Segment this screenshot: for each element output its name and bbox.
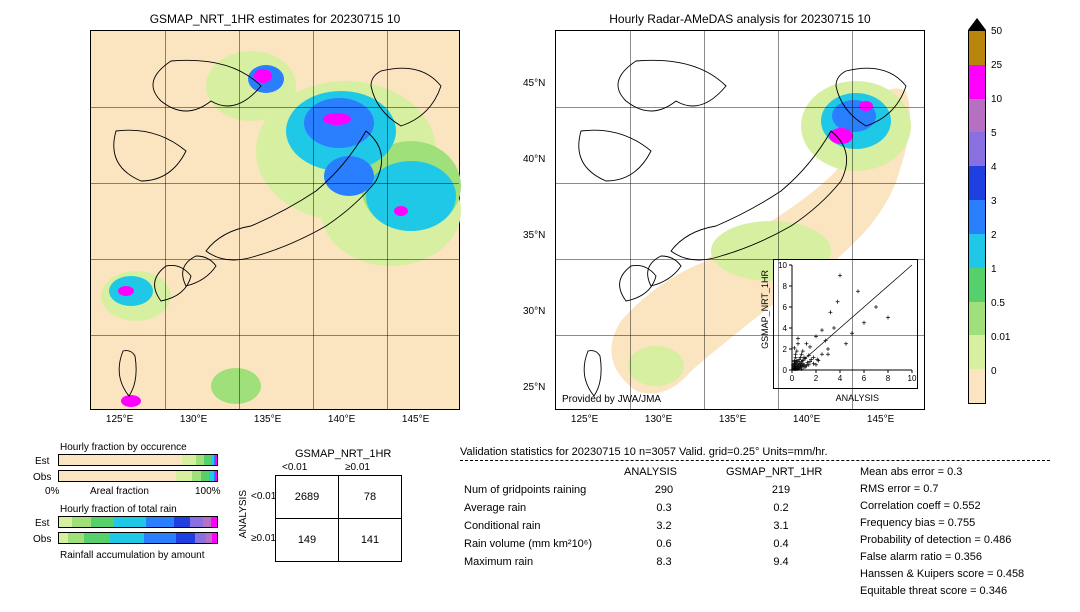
validation-stats-list: Mean abs error = 0.3RMS error = 0.7Corre… <box>860 464 1024 600</box>
occurrence-title: Hourly fraction by occurence <box>60 442 187 453</box>
totalrain-title: Hourly fraction of total rain <box>60 504 177 515</box>
cont-col1: ≥0.01 <box>345 462 370 473</box>
right-map-title: Hourly Radar-AMeDAS analysis for 2023071… <box>555 12 925 26</box>
right-map-panel: Provided by JWA/JMA 00224466881010 ANALY… <box>555 30 925 410</box>
colorbar: 502510543210.50.010 <box>968 30 986 404</box>
cont-row0: <0.01 <box>251 491 276 502</box>
cont-cell-00: 2689 <box>276 476 339 519</box>
totalrain-est-bar <box>58 516 218 528</box>
est-label-2: Est <box>35 518 49 529</box>
cont-row1: ≥0.01 <box>251 533 276 544</box>
left-map-panel <box>90 30 460 410</box>
areal-center: Areal fraction <box>90 486 149 497</box>
colorbar-arrow <box>968 18 986 30</box>
left-map-title: GSMAP_NRT_1HR estimates for 20230715 10 <box>90 12 460 26</box>
obs-label-2: Obs <box>33 534 51 545</box>
validation-table: ANALYSISGSMAP_NRT_1HR Num of gridpoints … <box>452 462 848 572</box>
est-label-1: Est <box>35 456 49 467</box>
cont-cell-11: 141 <box>339 519 402 562</box>
accum-title: Rainfall accumulation by amount <box>60 550 205 561</box>
areal-0: 0% <box>45 486 59 497</box>
occurrence-obs-bar <box>58 470 218 482</box>
validation-divider <box>460 460 1050 461</box>
occurrence-est-bar <box>58 454 218 466</box>
val-col0: ANALYSIS <box>614 464 714 480</box>
contingency-col-header: GSMAP_NRT_1HR <box>295 448 391 460</box>
totalrain-obs-bar <box>58 532 218 544</box>
areal-100: 100% <box>195 486 221 497</box>
val-col1: GSMAP_NRT_1HR <box>716 464 846 480</box>
obs-label-1: Obs <box>33 472 51 483</box>
cont-cell-10: 149 <box>276 519 339 562</box>
validation-header: Validation statistics for 20230715 10 n=… <box>460 446 828 458</box>
contingency-table: 2689 78 149 141 <box>275 475 402 562</box>
contingency-row-header: ANALYSIS <box>238 490 249 538</box>
cont-cell-01: 78 <box>339 476 402 519</box>
cont-col0: <0.01 <box>282 462 307 473</box>
